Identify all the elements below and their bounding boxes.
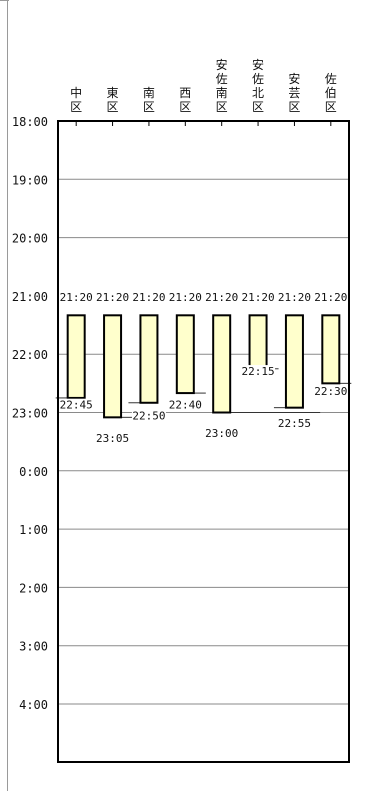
start-time-label: 21:20 [314,291,347,304]
start-label-band [59,286,349,305]
time-bar [212,314,232,414]
start-time-label: 21:20 [242,291,275,304]
category-label-char: 区 [107,100,119,114]
end-time-label: 22:55 [278,417,311,430]
category-label-char: 芸 [288,86,300,100]
start-time-label: 21:20 [278,291,311,304]
end-time-label: 22:45 [60,399,93,412]
y-tick-label: 20:00 [12,232,48,246]
end-time-label: 22:40 [169,398,202,411]
start-time-label: 21:20 [96,291,129,304]
end-time-label: 23:05 [96,432,129,445]
category-label-char: 区 [325,100,337,114]
y-tick-label: 23:00 [12,407,48,421]
end-time-label: 22:50 [132,409,165,422]
time-bar [175,314,195,395]
category-label-char: 佐 [325,72,337,86]
category-label-char: 区 [216,100,228,114]
time-bar [103,314,123,419]
end-label-bg [241,365,276,379]
end-label-bg [168,398,203,412]
y-tick-label: 18:00 [12,115,48,129]
category-label-char: 安 [288,71,300,86]
category-label-char: 東 [107,86,119,100]
category-label-char: 南 [143,85,155,100]
end-label-bg [313,385,348,399]
time-bar [139,314,159,404]
start-time-label: 21:20 [132,291,165,304]
end-label-bg [204,427,239,441]
category-label-char: 西 [179,86,191,100]
end-label-bg [277,416,312,430]
y-tick-label: 3:00 [19,640,48,654]
plot-border [57,120,350,763]
category-label-char: 伯 [325,85,337,100]
category-label-char: 区 [143,100,155,114]
y-tick-label: 0:00 [19,465,48,479]
category-label-char: 安 [252,57,264,72]
end-time-label: 23:00 [205,427,238,440]
page-left-border [0,0,8,791]
page-top-border [0,0,9,1]
end-time-label: 22:30 [314,385,347,398]
category-label-char: 区 [179,100,191,114]
category-label-char: 区 [288,100,300,114]
y-tick-label: 2:00 [19,581,48,595]
category-label-char: 中 [70,85,82,100]
category-label-char: 区 [252,100,264,114]
y-tick-label: 1:00 [19,523,48,537]
start-time-label: 21:20 [205,291,238,304]
time-bar [284,314,304,409]
category-label-char: 南 [216,85,228,100]
time-bar [66,314,86,399]
y-tick-label: 19:00 [12,173,48,187]
time-bar [248,314,268,370]
start-time-label: 21:20 [60,291,93,304]
end-label-bg [95,431,130,445]
category-label-char: 安 [216,57,228,72]
start-time-label: 21:20 [169,291,202,304]
time-bar [321,314,341,385]
end-label-bg [131,409,166,423]
category-label-char: 佐 [252,72,264,86]
end-time-label: 22:15 [242,365,275,378]
category-label-char: 区 [70,100,82,114]
y-tick-label: 22:00 [12,348,48,362]
y-tick-label: 4:00 [19,698,48,712]
end-label-bg [59,398,94,412]
y-tick-label: 21:00 [12,290,48,304]
category-label-char: 佐 [216,72,228,86]
category-label-char: 北 [252,86,264,100]
